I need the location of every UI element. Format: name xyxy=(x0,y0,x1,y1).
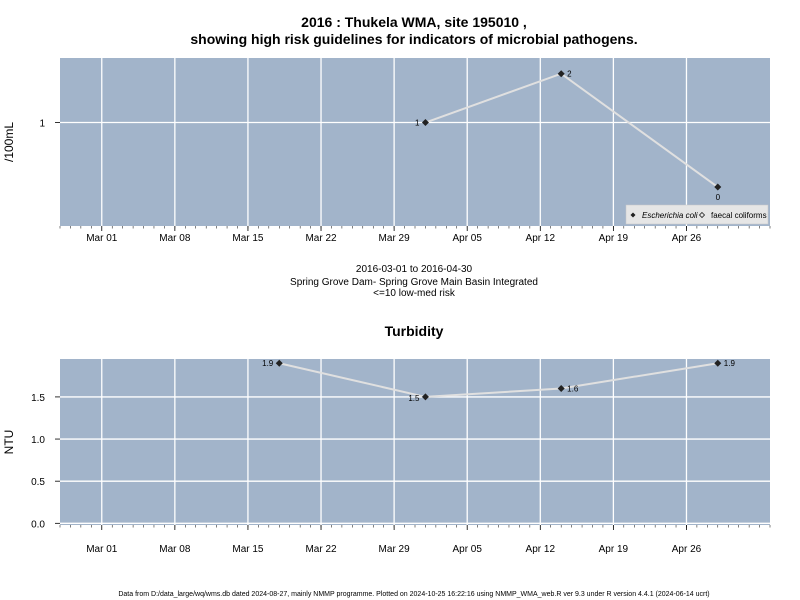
data-point xyxy=(557,70,565,78)
y-tick-label: 1.0 xyxy=(31,435,45,446)
x-tick-label: Mar 01 xyxy=(86,544,118,555)
chart2-points: 1.9 1.5 1.6 1.9 xyxy=(262,359,735,403)
x-tick-label: Apr 05 xyxy=(452,544,482,555)
data-label: 1.9 xyxy=(724,359,736,368)
legend-label-ecoli: Escherichia coli xyxy=(642,211,698,220)
x-tick-label: Mar 29 xyxy=(379,544,411,555)
chart1-plot-area: 1 2 0 xyxy=(60,58,770,226)
x-tick-label: Apr 19 xyxy=(599,544,629,555)
date-range-text: 2016-03-01 to 2016-04-30 xyxy=(356,264,473,275)
y-tick-label: 0.5 xyxy=(31,477,45,488)
chart1-legend: Escherichia coli faecal coliforms xyxy=(625,204,769,225)
data-label: 1 xyxy=(415,119,420,128)
chart2-y-axis: 0.0 0.5 1.0 1.5 xyxy=(31,393,60,530)
y-tick-label: 0.0 xyxy=(31,519,45,530)
x-tick-label: Mar 15 xyxy=(232,544,264,555)
x-tick-label: Mar 22 xyxy=(305,233,337,244)
chart1-title: 2016 : Thukela WMA, site 195010 , xyxy=(301,14,527,30)
legend-label-faecal: faecal coliforms xyxy=(711,211,767,220)
x-tick-label: Mar 01 xyxy=(86,233,118,244)
site-name-text: Spring Grove Dam- Spring Grove Main Basi… xyxy=(290,277,538,288)
chart2-title: Turbidity xyxy=(385,323,444,339)
legend-box xyxy=(625,204,769,225)
x-tick-label: Mar 15 xyxy=(232,233,264,244)
chart1-y-label: /100mL xyxy=(2,122,16,162)
chart2-series-lines xyxy=(279,362,718,398)
chart1-x-axis: Mar 01 Mar 08 Mar 15 Mar 22 Mar 29 Apr 05 Apr … xyxy=(59,226,771,244)
x-tick-label: Apr 05 xyxy=(452,233,482,244)
x-tick-label: Apr 12 xyxy=(526,544,556,555)
x-tick-label: Apr 26 xyxy=(672,233,702,244)
data-point xyxy=(421,119,429,127)
x-tick-label: Apr 12 xyxy=(526,233,556,244)
series-line xyxy=(279,362,718,398)
x-tick-label: Apr 19 xyxy=(599,233,629,244)
x-tick-label: Mar 08 xyxy=(159,544,191,555)
data-point xyxy=(714,359,722,367)
x-tick-label: Mar 22 xyxy=(305,544,337,555)
data-point xyxy=(275,359,283,367)
chart2-y-label: NTU xyxy=(2,430,16,455)
chart2-x-axis: Mar 01 Mar 08 Mar 15 Mar 22 Mar 29 Apr 05 Apr … xyxy=(59,525,771,555)
data-label: 1.6 xyxy=(567,384,579,393)
data-label: 2 xyxy=(567,70,572,79)
chart1-grid xyxy=(60,58,770,226)
chart1-background xyxy=(60,58,770,226)
data-label: 1.5 xyxy=(408,394,420,403)
risk-text: <=10 low-med risk xyxy=(373,288,456,299)
chart2-plot-area: 1.9 1.5 1.6 1.9 xyxy=(60,359,770,525)
x-tick-label: Mar 08 xyxy=(159,233,191,244)
y-tick-label: 1.5 xyxy=(31,393,45,404)
legend-filled-diamond-icon xyxy=(630,212,636,218)
data-point xyxy=(714,183,722,191)
chart2-background xyxy=(60,359,770,525)
legend-open-diamond-icon xyxy=(698,211,706,219)
chart1-y-axis: 1 xyxy=(39,119,60,130)
data-label: 0 xyxy=(716,193,721,202)
x-tick-label: Mar 29 xyxy=(379,233,411,244)
y-tick-label: 1 xyxy=(39,119,45,130)
chart1-title-line2: showing high risk guidelines for indicat… xyxy=(190,31,637,47)
chart2-grid xyxy=(60,359,770,525)
data-label: 1.9 xyxy=(262,359,274,368)
data-point xyxy=(557,384,565,392)
x-tick-label: Apr 26 xyxy=(672,544,702,555)
data-point xyxy=(421,393,429,401)
chart1-points: 1 2 0 xyxy=(415,70,722,202)
footer-note: Data from D:/data_large/wq/wms.db dated … xyxy=(118,591,709,598)
